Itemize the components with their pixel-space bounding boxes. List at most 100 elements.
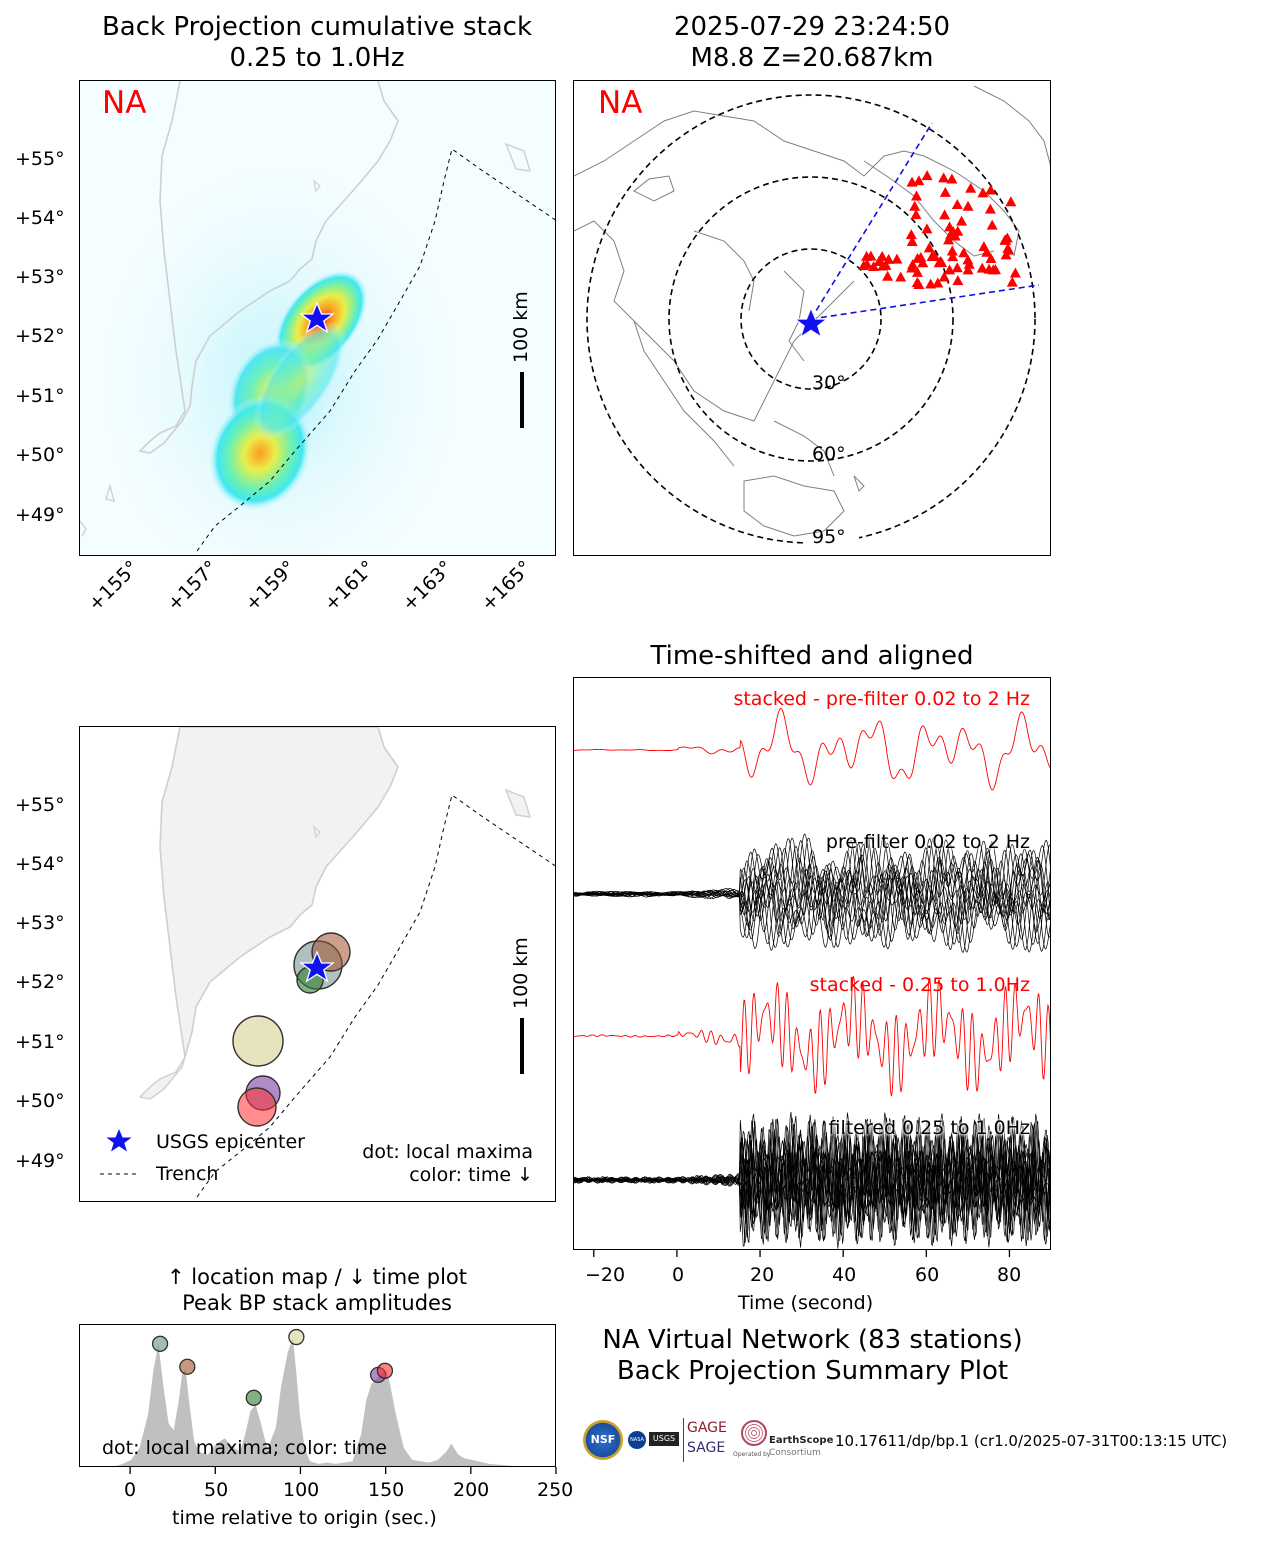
station-triangle — [939, 186, 951, 197]
station-triangle — [876, 250, 888, 261]
continent-outline — [973, 85, 1050, 166]
continent-outline — [773, 420, 835, 477]
station-triangle — [910, 209, 922, 220]
station-triangle — [915, 252, 927, 263]
station-triangle — [963, 258, 975, 269]
station-triangle — [985, 184, 997, 195]
wave-x-tick: 20 — [750, 1264, 775, 1286]
station-trace — [574, 1111, 1050, 1249]
bp-map-title: Back Projection cumulative stack 0.25 to… — [62, 12, 572, 74]
projection-title-line2: M8.8 Z=20.687km — [690, 43, 934, 73]
projection-epicenter-star — [793, 306, 829, 339]
amp-x-tick: 200 — [453, 1479, 490, 1501]
bp-map-network-tag: NA — [102, 85, 147, 121]
wave-x-tick: 0 — [672, 1264, 685, 1286]
bp-map-frame[interactable]: NA 100 km — [79, 80, 556, 556]
bp-lon-tick: +155° — [84, 556, 144, 616]
amplitude-area — [116, 1338, 515, 1466]
station-triangle — [906, 236, 918, 247]
station-triangle — [981, 246, 993, 257]
operated-by-text: Operated by — [733, 1451, 771, 1458]
maxima-map-frame[interactable]: 100 km USGS epicenter Trench dot: local … — [79, 726, 556, 1202]
station-triangle — [986, 219, 998, 230]
range-ring-60 — [668, 176, 954, 462]
bp-lon-tick: +157° — [163, 556, 223, 616]
station-triangle — [944, 264, 956, 275]
station-triangle — [891, 253, 903, 264]
label-stacked-prefilter: stacked - pre-filter 0.02 to 2 Hz — [733, 688, 1030, 710]
bp-lon-tick: +161° — [320, 556, 380, 616]
bp-map-title-line2: 0.25 to 1.0Hz — [229, 43, 405, 73]
nasa-logo-text: NASA — [630, 1437, 644, 1443]
waveforms-title: Time-shifted and aligned — [650, 641, 974, 671]
waveforms-frame[interactable]: stacked - pre-filter 0.02 to 2 Hz pre-fi… — [573, 677, 1051, 1250]
station-triangle — [858, 260, 870, 271]
continent-outline — [633, 175, 675, 202]
label-stacked-filtered: stacked - 0.25 to 1.0Hz — [809, 974, 1030, 996]
continent-outline — [783, 270, 805, 362]
bp-map-svg — [80, 81, 555, 555]
station-trace — [574, 1117, 1050, 1244]
doi-text: 10.17611/dp/bp.1 (cr1.0/2025-07-31T00:13… — [835, 1432, 1228, 1450]
maxima-dot — [237, 1087, 277, 1127]
projection-map-title: 2025-07-29 23:24:50 M8.8 Z=20.687km — [573, 12, 1051, 74]
maxima-scale-label: 100 km — [510, 937, 532, 1009]
amplitude-maximum-dot — [245, 1389, 262, 1406]
bp-epicenter-star — [299, 301, 335, 334]
station-triangle — [913, 175, 925, 186]
station-triangle — [917, 257, 929, 268]
amplitude-annotation: dot: local maxima; color: time — [102, 1437, 387, 1459]
bp-lat-tick: +51° — [15, 385, 65, 407]
station-triangle — [938, 271, 950, 282]
station-triangle — [946, 245, 958, 256]
projection-map-frame[interactable]: NA 30° 60° 95° — [573, 80, 1051, 556]
station-triangle — [962, 264, 974, 275]
station-triangle — [947, 251, 959, 262]
wave-x-tick: 40 — [832, 1264, 857, 1286]
station-triangle — [958, 247, 970, 258]
maxima-note-line1: dot: local maxima — [362, 1141, 533, 1163]
nsf-logo: NSF — [583, 1420, 623, 1460]
station-triangle — [911, 266, 923, 277]
station-trace — [574, 833, 1050, 953]
usgs-logo-text: USGS — [652, 1434, 676, 1443]
amplitude-maximum-dot — [288, 1328, 305, 1346]
azimuth-line — [810, 284, 1040, 320]
projection-network-tag: NA — [598, 85, 643, 121]
station-triangle — [905, 229, 917, 240]
maxima-map-svg — [100, 727, 555, 1198]
station-triangle — [895, 271, 907, 282]
logo-strip: NSF NASA USGS GAGE SAGE Operated by Eart… — [583, 1418, 1283, 1466]
station-triangle — [880, 259, 892, 270]
maxima-note-line2: color: time ↓ — [409, 1164, 533, 1186]
bp-lon-tick: +159° — [241, 556, 301, 616]
station-triangle — [938, 172, 950, 183]
wave-x-tick: 80 — [997, 1264, 1022, 1286]
label-filtered: filtered 0.25 to 1.0Hz — [828, 1117, 1030, 1139]
range-ring-30 — [740, 248, 882, 390]
maxima-lat-tick: +53° — [15, 912, 65, 934]
station-triangle — [983, 263, 995, 274]
stacked-trace — [574, 708, 1050, 791]
sage-logo: SAGE — [687, 1440, 726, 1456]
station-triangle — [911, 277, 923, 288]
amplitude-frame[interactable]: dot: local maxima; color: time — [79, 1324, 556, 1467]
bp-lat-tick: +49° — [15, 504, 65, 526]
bp-lat-tick: +50° — [15, 444, 65, 466]
wave-x-label: Time (second) — [738, 1292, 874, 1314]
summary-line2: Back Projection Summary Plot — [616, 1356, 1009, 1386]
station-triangle — [921, 223, 933, 234]
continent-outline — [693, 230, 755, 312]
consortium-text: Consortium — [769, 1448, 821, 1458]
station-triangle — [946, 173, 958, 184]
summary-title: NA Virtual Network (83 stations) Back Pr… — [560, 1325, 1065, 1387]
nasa-logo: NASA — [628, 1431, 646, 1449]
amplitude-title-line1: ↑ location map / ↓ time plot — [167, 1265, 467, 1289]
station-triangle — [951, 199, 963, 210]
continent-outline — [633, 320, 735, 467]
station-triangle — [928, 250, 940, 261]
wave-x-tick: 60 — [915, 1264, 940, 1286]
station-triangle — [923, 242, 935, 253]
amp-x-tick: 150 — [368, 1479, 405, 1501]
station-triangle — [911, 190, 923, 201]
